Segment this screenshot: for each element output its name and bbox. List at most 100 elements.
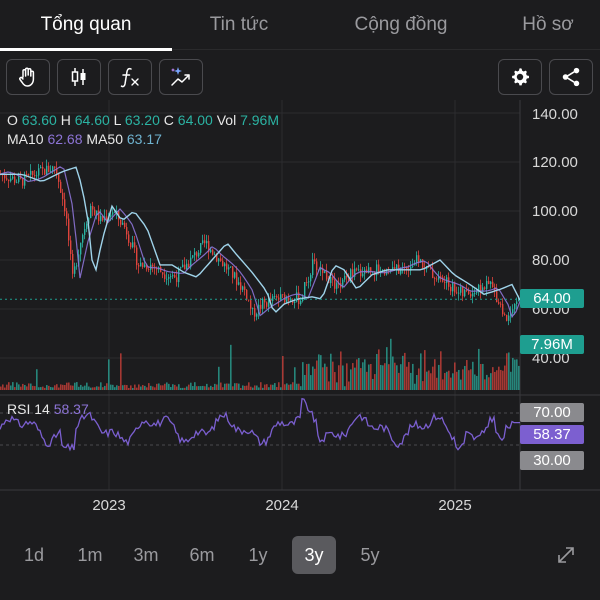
volume-bar bbox=[276, 386, 278, 390]
volume-bar bbox=[428, 370, 430, 390]
candle-body bbox=[500, 303, 502, 305]
volume-bar bbox=[36, 369, 38, 390]
volume-bar bbox=[242, 385, 244, 390]
volume-value: 7.96M bbox=[240, 112, 280, 128]
price-tick-label: 140.00 bbox=[532, 106, 578, 123]
range-3y-button[interactable]: 3y bbox=[292, 536, 336, 574]
candle-body bbox=[10, 178, 12, 182]
settings-button[interactable] bbox=[498, 59, 542, 95]
candle-body bbox=[256, 314, 258, 317]
chart-type-button[interactable] bbox=[57, 59, 101, 95]
volume-bar bbox=[324, 363, 326, 390]
candlestick-icon bbox=[71, 68, 86, 86]
candle-body bbox=[192, 255, 194, 258]
volume-bar bbox=[252, 387, 254, 390]
tab-news[interactable]: Tin tức bbox=[209, 14, 269, 35]
price-chart[interactable] bbox=[0, 0, 600, 500]
candle-body bbox=[324, 270, 326, 274]
ma10-label: MA10 bbox=[7, 131, 44, 147]
share-button[interactable] bbox=[549, 59, 593, 95]
candle-body bbox=[250, 300, 252, 309]
low-value: 63.20 bbox=[124, 112, 160, 128]
tab-profile[interactable]: Hồ sơ bbox=[522, 14, 574, 35]
candle-body bbox=[444, 281, 446, 283]
candle-body bbox=[212, 249, 214, 255]
volume-bar bbox=[46, 385, 48, 390]
candle-body bbox=[360, 269, 362, 277]
candle-body bbox=[46, 165, 48, 175]
volume-bar bbox=[150, 385, 152, 390]
fullscreen-button[interactable] bbox=[548, 536, 584, 574]
volume-bar bbox=[206, 383, 208, 390]
range-6m-button[interactable]: 6m bbox=[189, 544, 215, 565]
volume-bar bbox=[298, 383, 300, 390]
candle-body bbox=[372, 272, 374, 274]
volume-bar bbox=[304, 374, 306, 390]
ai-trend-icon bbox=[171, 67, 190, 86]
candle-body bbox=[252, 308, 254, 309]
candle-body bbox=[450, 286, 452, 292]
candle-body bbox=[174, 275, 176, 278]
candle-body bbox=[94, 209, 96, 216]
volume-bar bbox=[354, 367, 356, 390]
volume-bar bbox=[452, 373, 454, 390]
open-value: 63.60 bbox=[21, 112, 57, 128]
range-1y-button[interactable]: 1y bbox=[248, 544, 268, 565]
volume-bar bbox=[370, 364, 372, 390]
volume-bar bbox=[194, 382, 196, 390]
candle-body bbox=[294, 301, 296, 304]
range-1d-button[interactable]: 1d bbox=[23, 544, 45, 565]
candle-body bbox=[214, 254, 216, 255]
volume-bar bbox=[38, 387, 40, 390]
indicator-button[interactable] bbox=[108, 59, 152, 95]
tab-community[interactable]: Cộng đồng bbox=[354, 14, 448, 35]
volume-bar bbox=[20, 386, 22, 390]
candle-body bbox=[110, 214, 112, 218]
volume-bar bbox=[178, 384, 180, 390]
candle-body bbox=[362, 273, 364, 277]
candle-body bbox=[164, 274, 166, 279]
candle-body bbox=[474, 293, 476, 294]
volume-bar bbox=[390, 338, 392, 390]
candle-body bbox=[290, 299, 292, 301]
volume-bar bbox=[144, 385, 146, 390]
time-range-selector: 1d 1m 3m 6m 1y 3y 5y bbox=[0, 536, 600, 576]
candle-body bbox=[194, 252, 196, 256]
candle-body bbox=[124, 222, 126, 228]
volume-bar bbox=[454, 362, 456, 390]
volume-bar bbox=[164, 383, 166, 390]
volume-bar bbox=[512, 357, 514, 390]
candle-body bbox=[142, 262, 144, 268]
volume-bar bbox=[446, 371, 448, 390]
candle-body bbox=[410, 266, 412, 271]
candle-body bbox=[240, 282, 242, 290]
range-5y-button[interactable]: 5y bbox=[360, 544, 380, 565]
candle-body bbox=[152, 264, 154, 267]
volume-bar bbox=[432, 366, 434, 390]
volume-bar bbox=[374, 374, 376, 390]
volume-bar bbox=[316, 360, 318, 390]
candle-body bbox=[278, 297, 280, 300]
volume-bar bbox=[80, 384, 82, 390]
candle-body bbox=[502, 304, 504, 315]
volume-bar bbox=[386, 347, 388, 390]
volume-bar bbox=[514, 359, 516, 390]
candle-body bbox=[112, 212, 114, 215]
ai-analysis-button[interactable] bbox=[159, 59, 203, 95]
range-3m-button[interactable]: 3m bbox=[133, 544, 159, 565]
volume-bar bbox=[356, 359, 358, 390]
candle-body bbox=[184, 264, 186, 270]
candle-body bbox=[234, 272, 236, 278]
range-1m-button[interactable]: 1m bbox=[77, 544, 103, 565]
candle-body bbox=[288, 297, 290, 301]
candle-body bbox=[394, 267, 396, 270]
volume-bar bbox=[56, 384, 58, 390]
draw-tool-button[interactable] bbox=[6, 59, 50, 95]
candle-body bbox=[140, 262, 142, 267]
volume-bar bbox=[290, 384, 292, 390]
candle-body bbox=[314, 259, 316, 262]
candle-body bbox=[304, 282, 306, 297]
tab-overview[interactable]: Tổng quan bbox=[0, 0, 172, 51]
volume-bar bbox=[216, 384, 218, 390]
candle-body bbox=[326, 270, 328, 280]
